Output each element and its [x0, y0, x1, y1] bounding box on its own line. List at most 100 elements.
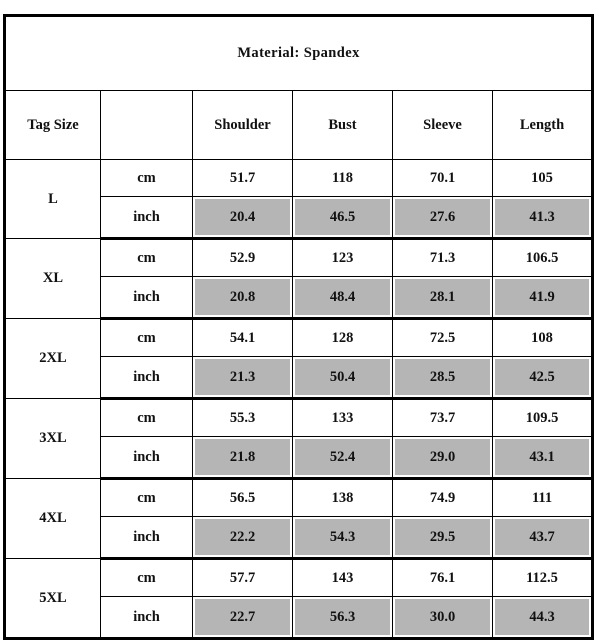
value-sleeve-inch-cell: 28.1 [392, 276, 493, 320]
unit-label-cm: cm [100, 238, 193, 277]
value-bust-inch-cell: 56.3 [292, 596, 393, 639]
value-shoulder-inch: 22.7 [195, 599, 290, 635]
header-bust: Bust [292, 90, 393, 160]
value-length-inch: 43.1 [495, 439, 590, 475]
unit-label-inch: inch [100, 356, 193, 400]
value-length-inch-cell: 41.9 [491, 276, 594, 320]
value-bust-inch-cell: 46.5 [292, 196, 393, 240]
value-shoulder-inch: 20.4 [195, 199, 290, 235]
value-bust-cm: 143 [292, 558, 393, 597]
value-sleeve-cm: 70.1 [392, 159, 493, 197]
value-length-inch-cell: 43.1 [491, 436, 594, 480]
value-length-inch: 41.9 [495, 279, 590, 315]
table-row: inch 20.4 46.5 27.6 41.3 [5, 196, 594, 240]
value-bust-inch: 50.4 [295, 359, 390, 395]
value-bust-cm: 138 [292, 478, 393, 517]
value-sleeve-cm: 72.5 [392, 318, 493, 357]
value-shoulder-cm: 54.1 [192, 318, 293, 357]
value-shoulder-inch-cell: 20.4 [192, 196, 293, 240]
size-chart-container: Material: Spandex Tag Size Shoulder Bust… [3, 14, 595, 640]
value-shoulder-cm: 55.3 [192, 398, 293, 437]
value-length-cm: 105 [491, 159, 594, 197]
size-label: 3XL [4, 398, 101, 479]
value-shoulder-inch: 21.8 [195, 439, 290, 475]
size-label: XL [4, 238, 101, 319]
value-length-cm: 108 [491, 318, 594, 357]
value-shoulder-inch-cell: 21.8 [192, 436, 293, 480]
value-length-cm: 106.5 [491, 238, 594, 277]
unit-label-cm: cm [100, 159, 193, 197]
unit-label-cm: cm [100, 398, 193, 437]
value-bust-inch: 54.3 [295, 519, 390, 555]
table-row: inch 21.8 52.4 29.0 43.1 [5, 436, 594, 480]
unit-label-cm: cm [100, 478, 193, 517]
value-bust-cm: 133 [292, 398, 393, 437]
value-bust-inch-cell: 52.4 [292, 436, 393, 480]
value-sleeve-cm: 74.9 [392, 478, 493, 517]
value-shoulder-inch-cell: 21.3 [192, 356, 293, 400]
value-length-cm: 111 [491, 478, 594, 517]
value-bust-cm: 118 [292, 159, 393, 197]
value-length-inch-cell: 41.3 [491, 196, 594, 240]
value-sleeve-cm: 76.1 [392, 558, 493, 597]
value-shoulder-inch-cell: 22.7 [192, 596, 293, 639]
value-bust-inch-cell: 50.4 [292, 356, 393, 400]
value-length-inch-cell: 43.7 [491, 516, 594, 560]
value-sleeve-inch: 29.0 [395, 439, 490, 475]
value-shoulder-inch: 22.2 [195, 519, 290, 555]
value-bust-inch: 56.3 [295, 599, 390, 635]
value-shoulder-cm: 52.9 [192, 238, 293, 277]
value-sleeve-cm: 71.3 [392, 238, 493, 277]
value-shoulder-inch-cell: 20.8 [192, 276, 293, 320]
value-bust-inch-cell: 54.3 [292, 516, 393, 560]
value-sleeve-inch-cell: 30.0 [392, 596, 493, 639]
value-shoulder-cm: 51.7 [192, 159, 293, 197]
value-shoulder-inch: 21.3 [195, 359, 290, 395]
value-sleeve-inch: 29.5 [395, 519, 490, 555]
unit-label-inch: inch [100, 196, 193, 240]
unit-label-inch: inch [100, 276, 193, 320]
unit-label-cm: cm [100, 318, 193, 357]
header-length: Length [491, 90, 594, 160]
value-sleeve-inch: 30.0 [395, 599, 490, 635]
value-sleeve-inch-cell: 29.0 [392, 436, 493, 480]
header-tag-size: Tag Size [4, 90, 101, 160]
value-sleeve-inch-cell: 27.6 [392, 196, 493, 240]
value-sleeve-cm: 73.7 [392, 398, 493, 437]
value-sleeve-inch-cell: 28.5 [392, 356, 493, 400]
unit-label-inch: inch [100, 516, 193, 560]
unit-label-inch: inch [100, 436, 193, 480]
table-row: 3XL cm 55.3 133 73.7 109.5 [4, 398, 594, 479]
title-row: Material: Spandex [3, 15, 594, 91]
value-bust-cm: 128 [292, 318, 393, 357]
value-bust-inch: 46.5 [295, 199, 390, 235]
table-row: 4XL cm 56.5 138 74.9 111 [4, 478, 594, 559]
value-shoulder-cm: 56.5 [192, 478, 293, 517]
header-unit [100, 90, 193, 160]
value-bust-inch: 52.4 [295, 439, 390, 475]
value-length-inch-cell: 42.5 [491, 356, 594, 400]
value-length-cm: 109.5 [491, 398, 594, 437]
table-row: 2XL cm 54.1 128 72.5 108 [4, 318, 594, 399]
header-row: Tag Size Shoulder Bust Sleeve Length [4, 90, 594, 160]
value-bust-inch-cell: 48.4 [292, 276, 393, 320]
value-sleeve-inch-cell: 29.5 [392, 516, 493, 560]
size-label: 5XL [4, 558, 101, 639]
value-shoulder-cm: 57.7 [192, 558, 293, 597]
unit-label-inch: inch [100, 596, 193, 639]
header-sleeve: Sleeve [392, 90, 493, 160]
value-shoulder-inch: 20.8 [195, 279, 290, 315]
size-label: 4XL [4, 478, 101, 559]
value-sleeve-inch: 28.1 [395, 279, 490, 315]
value-length-inch: 41.3 [495, 199, 590, 235]
unit-label-cm: cm [100, 558, 193, 597]
value-shoulder-inch-cell: 22.2 [192, 516, 293, 560]
table-row: 5XL cm 57.7 143 76.1 112.5 [4, 558, 594, 639]
value-length-inch-cell: 44.3 [491, 596, 594, 639]
value-length-inch: 43.7 [495, 519, 590, 555]
value-bust-cm: 123 [292, 238, 393, 277]
size-label: L [4, 159, 101, 239]
size-chart-table: Material: Spandex Tag Size Shoulder Bust… [3, 14, 595, 640]
table-row: inch 22.2 54.3 29.5 43.7 [5, 516, 594, 560]
